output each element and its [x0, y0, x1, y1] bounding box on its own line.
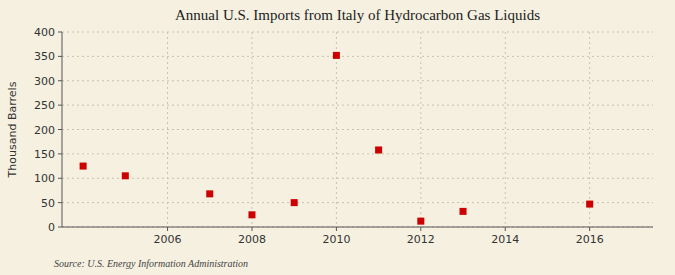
x-tick-label: 2006: [154, 233, 182, 246]
x-tick: [251, 227, 252, 231]
point: [291, 199, 298, 206]
x-grid-line: [336, 32, 337, 227]
y-tick: [58, 129, 62, 130]
x-tick: [336, 227, 337, 231]
x-tick-label: 2016: [576, 233, 604, 246]
point: [122, 172, 129, 179]
y-tick-label: 0: [48, 221, 55, 234]
x-grid-line: [167, 32, 168, 227]
grid: [62, 32, 653, 227]
x-tick-label: 2010: [322, 233, 350, 246]
y-tick: [58, 105, 62, 106]
x-grid-line: [420, 32, 421, 227]
y-tick-label: 300: [34, 75, 55, 88]
point: [460, 208, 467, 215]
y-tick: [58, 202, 62, 203]
y-grid-line: [62, 105, 653, 106]
y-tick-label: 100: [34, 172, 55, 185]
point: [586, 201, 593, 208]
x-grid-line: [251, 32, 252, 227]
y-tick-label: 150: [34, 148, 55, 161]
y-tick: [58, 153, 62, 154]
y-tick-label: 350: [34, 50, 55, 63]
point: [80, 163, 87, 170]
y-grid-line: [62, 178, 653, 179]
y-grid-line: [62, 129, 653, 130]
y-grid-line: [62, 227, 653, 228]
y-tick: [58, 227, 62, 228]
y-tick-label: 250: [34, 99, 55, 112]
y-grid-line: [62, 56, 653, 57]
x-tick-label: 2008: [238, 233, 266, 246]
title: Annual U.S. Imports from Italy of Hydroc…: [175, 7, 540, 23]
x-tick: [589, 227, 590, 231]
axes: 2006 2008 2010 2012 2014 2016 0 50 100 150 200 250 3…: [34, 26, 604, 246]
chart: 2006 2008 2010 2012 2014 2016 0 50 100 150 200 250 3…: [0, 0, 675, 275]
y-tick-label: 400: [34, 26, 55, 39]
y-grid-line: [62, 153, 653, 154]
x-grid-line: [589, 32, 590, 227]
y-tick: [58, 178, 62, 179]
source-note: Source: U.S. Energy Information Administ…: [54, 258, 248, 269]
points: [80, 52, 594, 225]
point: [248, 211, 255, 218]
y-grid-line: [62, 80, 653, 81]
x-axis-line: [62, 227, 653, 228]
y-grid-line: [62, 202, 653, 203]
x-grid-line: [505, 32, 506, 227]
chart-container: 2006 2008 2010 2012 2014 2016 0 50 100 150 200 250 3…: [0, 0, 675, 275]
y-grid-line: [62, 32, 653, 33]
y-tick-label: 200: [34, 124, 55, 137]
x-tick: [167, 227, 168, 231]
point: [333, 52, 340, 59]
point: [375, 146, 382, 153]
point: [206, 190, 213, 197]
x-tick-label: 2012: [407, 233, 435, 246]
point: [417, 218, 424, 225]
y-tick: [58, 80, 62, 81]
x-tick: [420, 227, 421, 231]
x-tick-label: 2014: [491, 233, 519, 246]
x-tick: [505, 227, 506, 231]
y-tick: [58, 32, 62, 33]
y-tick-label: 50: [41, 197, 55, 210]
y-tick: [58, 56, 62, 57]
y-axis-label: Thousand Barrels: [6, 81, 19, 178]
